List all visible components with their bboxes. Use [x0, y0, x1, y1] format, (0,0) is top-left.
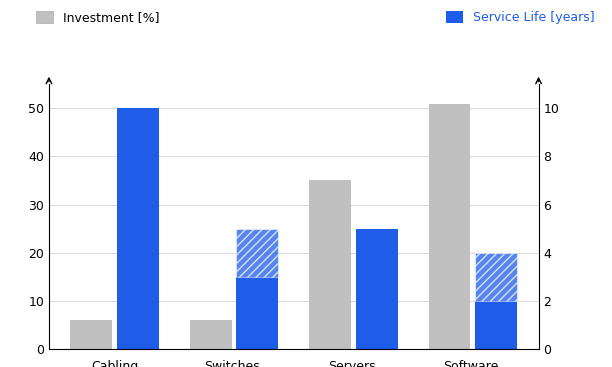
Bar — [70, 320, 112, 349]
Bar — [428, 103, 471, 349]
Bar — [236, 229, 278, 277]
Bar — [236, 277, 278, 349]
Legend: Service Life [years]: Service Life [years] — [441, 6, 600, 29]
Bar — [476, 301, 517, 349]
Bar — [309, 181, 351, 349]
Bar — [117, 108, 159, 349]
Bar — [190, 320, 232, 349]
Bar — [356, 229, 398, 349]
Legend: Investment [%]: Investment [%] — [31, 6, 165, 29]
Bar — [476, 252, 517, 301]
